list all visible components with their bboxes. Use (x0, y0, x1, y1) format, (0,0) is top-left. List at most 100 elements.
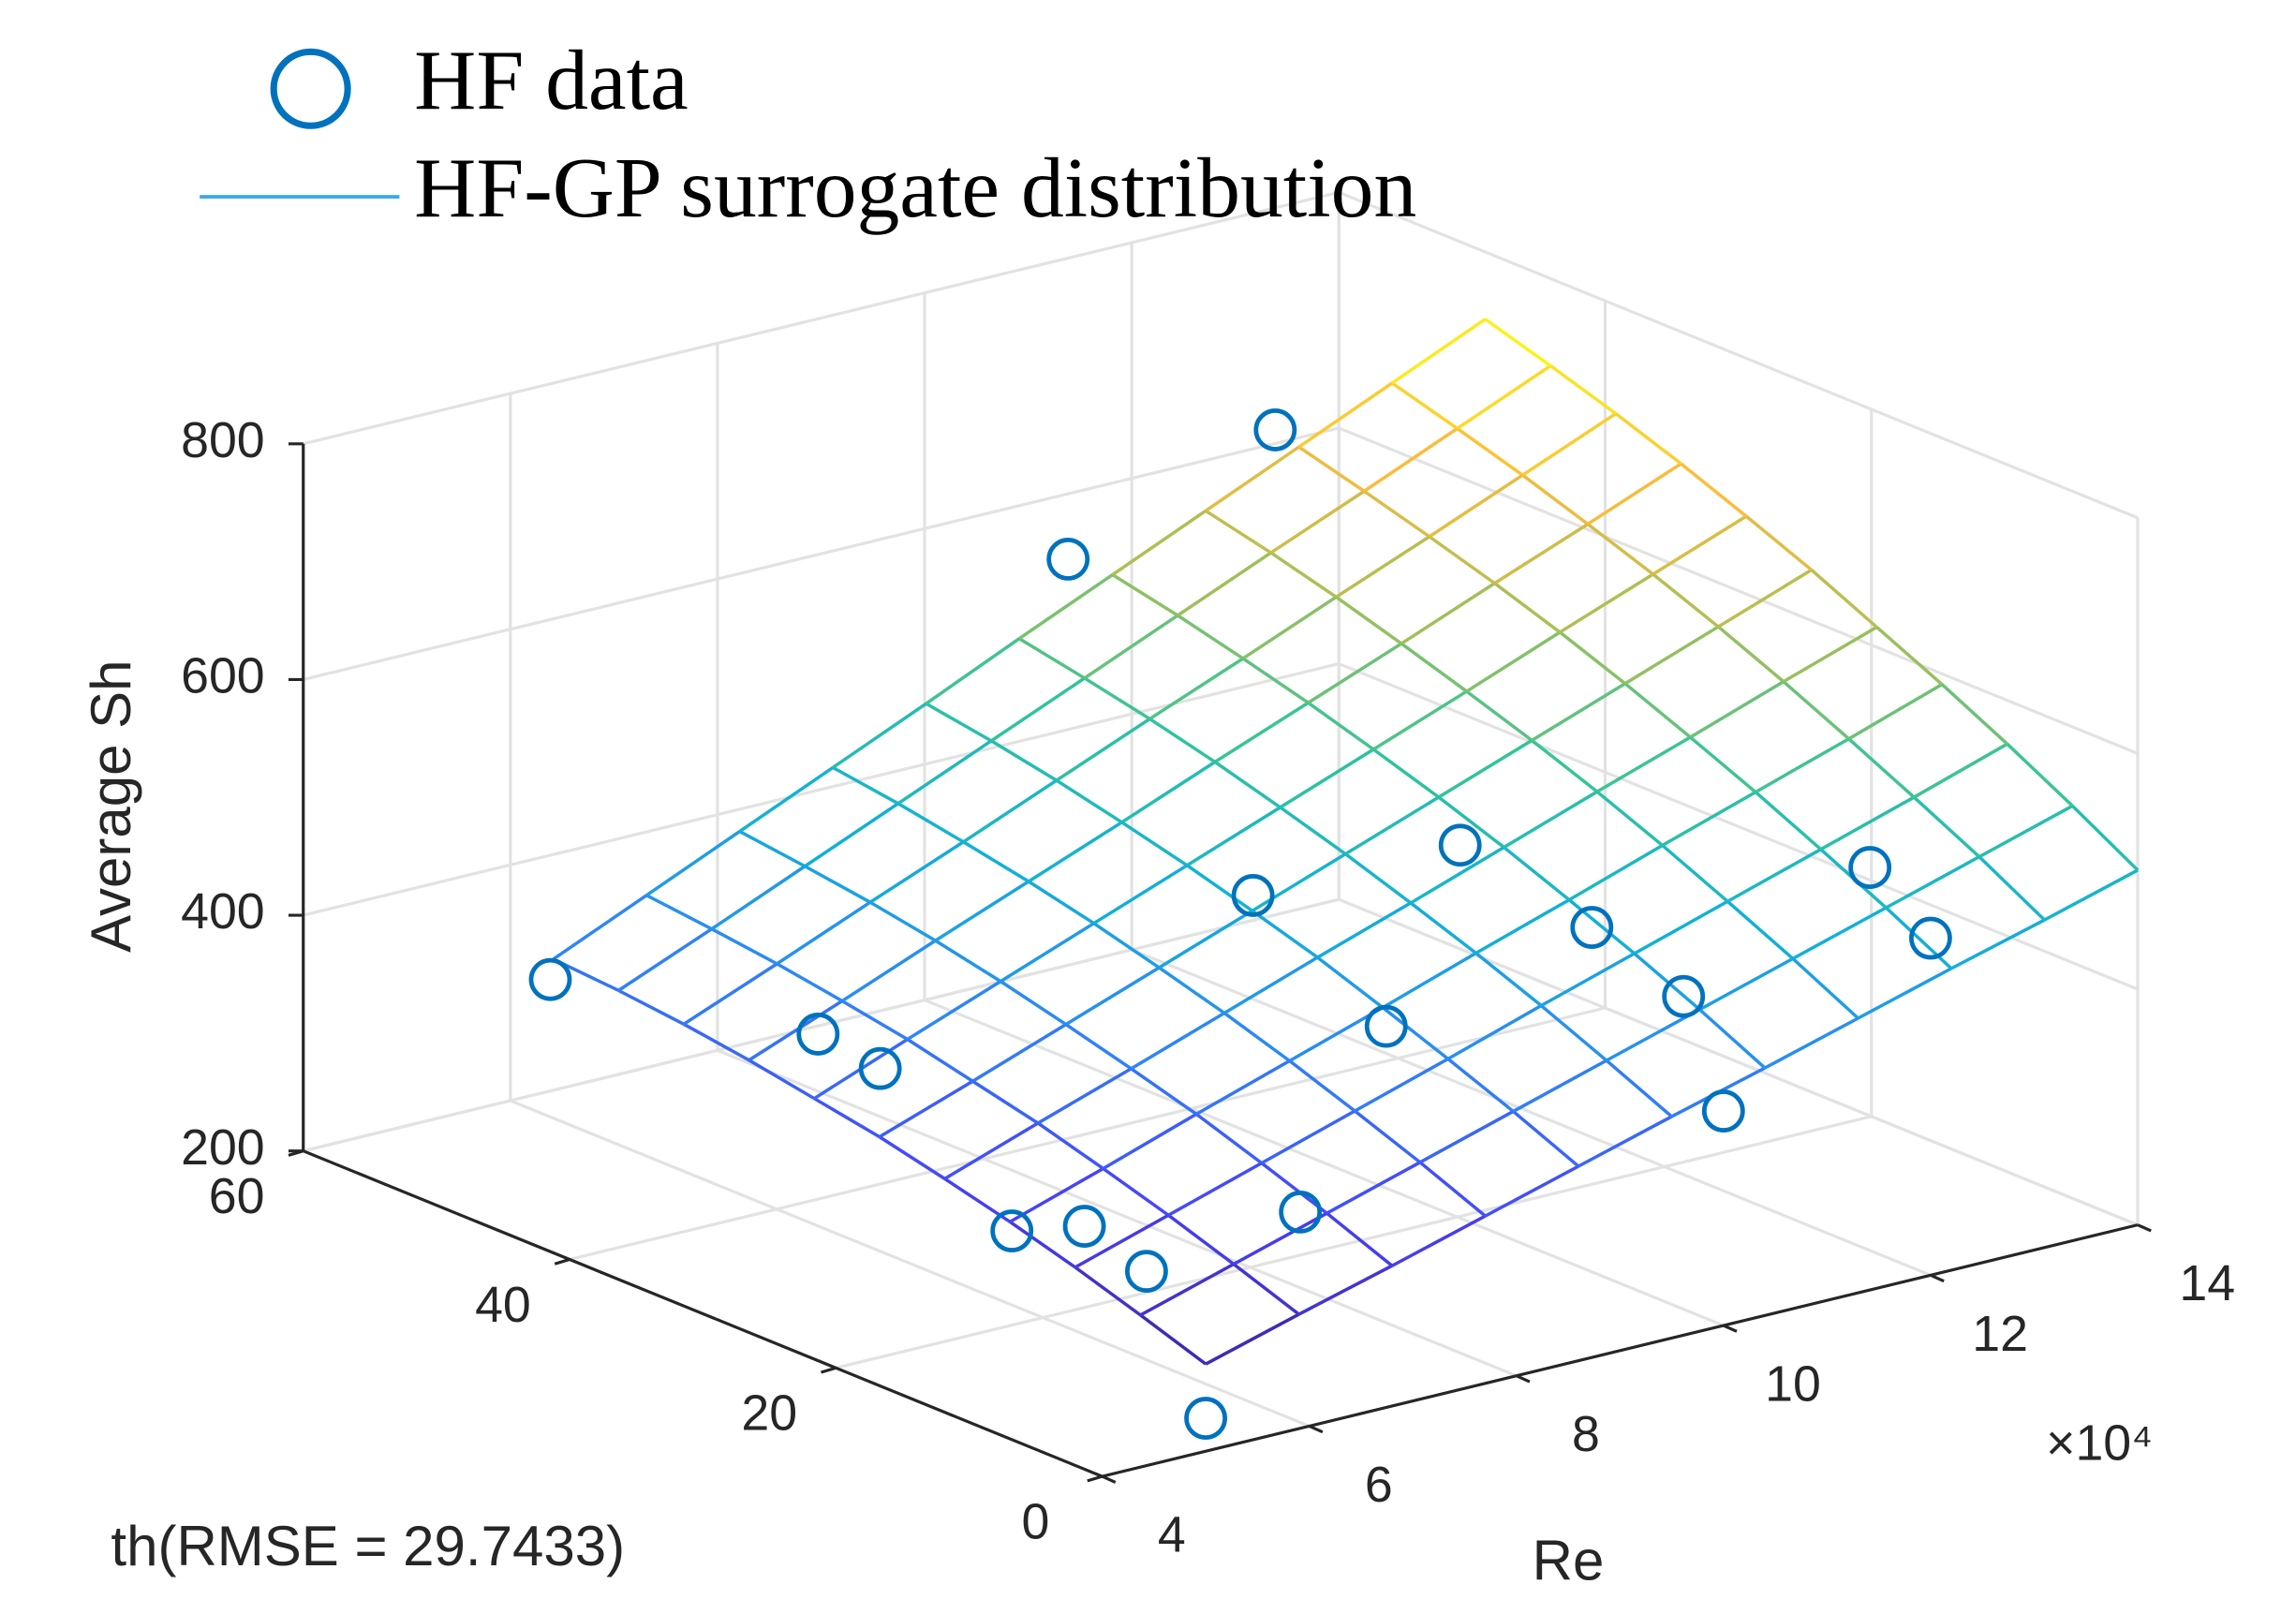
surface-edge (1586, 523, 1654, 576)
surface-edge (1092, 922, 1161, 970)
surface-edge (896, 739, 993, 806)
axes: 200 400 600 800 0 20 40 60 4 6 8 10 12 14 (181, 412, 2235, 1563)
surface-edge (1233, 1211, 1328, 1266)
surface-edge (1148, 657, 1244, 720)
grid-line (1131, 948, 1932, 1277)
data-point (1279, 1191, 1323, 1234)
surface-edge (1437, 795, 1505, 849)
surface-edge (710, 927, 778, 966)
surface-edge (1000, 922, 1095, 984)
surface-edge (1857, 967, 1952, 1020)
surface-edge (1326, 1211, 1394, 1267)
surface-edge (1241, 595, 1338, 660)
y-tick-label: 0 (1022, 1493, 1050, 1549)
surface-edge (1531, 682, 1626, 742)
tick-mark (1087, 1474, 1103, 1483)
surface-edge (1652, 514, 1748, 576)
surface-edge (868, 840, 965, 904)
surface-edge (1717, 625, 1785, 683)
surface-edge (1028, 880, 1095, 925)
surface-edge (1540, 952, 1636, 1008)
grid-line (303, 190, 1340, 446)
surface-edge (2071, 805, 2140, 872)
surface-edge (896, 802, 965, 844)
x-tick-label: 6 (1365, 1457, 1393, 1513)
surface-edge (832, 702, 927, 769)
surface-edge (1503, 846, 1571, 901)
surface-edge (1717, 568, 1813, 629)
surface-edge (682, 962, 778, 1026)
x-tick-label: 12 (1972, 1306, 2028, 1362)
surface-edge (1391, 381, 1459, 430)
tick-mark (288, 1149, 304, 1157)
surface-edge (1186, 864, 1253, 912)
surface-edge (1578, 1115, 1673, 1168)
surface-edge (1316, 955, 1385, 1009)
surface-edge (1549, 364, 1617, 415)
surface-edge (1474, 952, 1543, 1007)
surface-edge (1139, 1313, 1207, 1366)
surface-edge (934, 939, 1002, 984)
tick-mark (1930, 1273, 1945, 1283)
surface-edge (1055, 778, 1123, 824)
z-tick-label: 200 (181, 1119, 265, 1176)
surface-edge (1297, 381, 1394, 449)
data-point (1570, 906, 1614, 949)
surface-edge (925, 637, 1021, 705)
surface-edge (1437, 738, 1533, 799)
surface-edge (1018, 573, 1114, 641)
surface-edge (1000, 980, 1067, 1027)
surface-edge (1614, 412, 1682, 466)
surface-edge (617, 988, 685, 1026)
surface-edge (1512, 1059, 1607, 1113)
data-point (1184, 1397, 1227, 1440)
surface-edge (1847, 683, 1943, 741)
surface-edge (1661, 844, 1729, 903)
surface-edge (925, 702, 993, 743)
surface-edge (1158, 909, 1253, 970)
surface-edge (552, 894, 648, 961)
surface-edge (990, 739, 1058, 782)
surface-edge (1418, 1161, 1487, 1218)
surface-edge (1055, 717, 1151, 782)
surface-edge (1037, 1121, 1104, 1170)
x-tick-label: 4 (1158, 1507, 1186, 1563)
surface-edge (1232, 1263, 1300, 1316)
data-point (1046, 538, 1090, 581)
surface-edge (1120, 821, 1189, 867)
surface-edge (1009, 1166, 1104, 1223)
surface-edge (962, 840, 1029, 883)
surface-edge (1083, 614, 1179, 680)
surface-edge (1885, 906, 1953, 970)
surface-edge (906, 980, 1002, 1041)
x-axis-label: Re (1533, 1530, 1605, 1592)
grid-line (1338, 897, 2139, 1227)
surface-edge (1792, 906, 1888, 960)
surface-edge (1512, 1110, 1580, 1168)
surface-edge (1950, 918, 2046, 970)
surface-edge (1064, 1023, 1133, 1071)
surface-edge (1111, 573, 1179, 617)
surface-edge (1391, 1214, 1487, 1267)
surface-edge (1074, 1266, 1142, 1317)
data-point (1438, 823, 1482, 867)
data-point (1909, 916, 1952, 960)
surface-edge (683, 1022, 750, 1062)
surface-edge (776, 900, 871, 966)
surface-edge (1279, 806, 1347, 856)
surface (552, 318, 2140, 1366)
data-point (1062, 1205, 1106, 1248)
surface-edge (1782, 680, 1850, 741)
surface-edge (1111, 509, 1207, 576)
grid-line (835, 1115, 1873, 1370)
legend: HF data HF-GP surrogate distribution (200, 32, 1416, 235)
surface-edge (776, 962, 843, 1003)
surface-edge (1018, 637, 1086, 680)
surface-edge (1493, 523, 1589, 585)
surface-edge (990, 676, 1086, 743)
surface-edge (1587, 462, 1682, 526)
surface-edge (1764, 1016, 1859, 1070)
data-point (1701, 1089, 1745, 1133)
axis-line (1102, 1223, 2139, 1478)
